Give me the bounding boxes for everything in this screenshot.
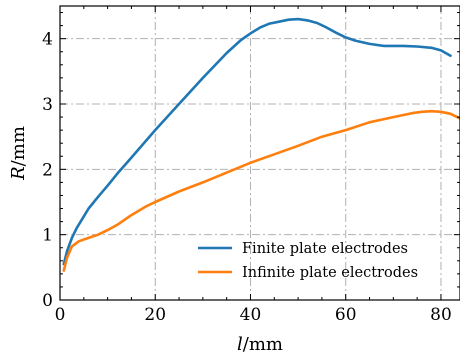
y-tick-label: 3 (42, 95, 53, 115)
axis-ticks (59, 6, 460, 301)
plot-frame (59, 5, 460, 301)
legend-label: Infinite plate electrodes (242, 265, 418, 281)
y-axis-label: R/mm (8, 126, 29, 181)
series-line-infinite-plate (62, 109, 460, 272)
y-tick-label: 0 (42, 291, 53, 311)
y-tick-label: 4 (42, 30, 53, 50)
series-line-finite-plate (62, 17, 452, 266)
legend-label: Finite plate electrodes (242, 241, 408, 257)
x-axis-label: l/mm (237, 334, 283, 355)
y-tick-label: 1 (42, 226, 53, 246)
x-tick-label: 0 (55, 305, 66, 325)
grid (60, 6, 460, 300)
x-tick-label: 80 (430, 305, 452, 325)
x-tick-label: 40 (240, 305, 262, 325)
x-tick-label: 60 (335, 305, 357, 325)
legend: Finite plate electrodes Infinite plate el… (198, 241, 418, 281)
y-tick-label: 2 (42, 160, 53, 180)
x-tick-label: 20 (144, 305, 166, 325)
tick-labels: 0 20 40 60 80 0 1 2 3 4 (42, 30, 452, 325)
series-group (62, 17, 460, 272)
